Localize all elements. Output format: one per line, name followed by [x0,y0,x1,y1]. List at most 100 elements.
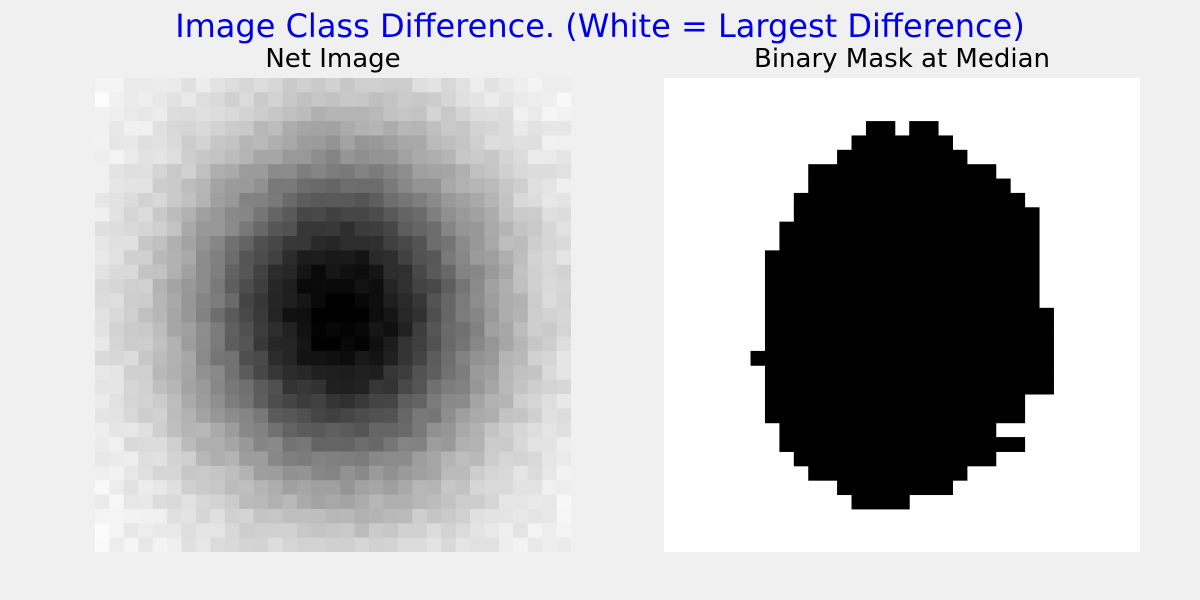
net-image-pixel [426,236,442,251]
net-image-pixel [354,350,370,366]
net-image-pixel [340,178,356,194]
net-image-pixel [138,264,154,280]
net-image-pixel [340,537,356,552]
net-image-pixel [397,92,413,108]
net-image-pixel [167,523,183,539]
net-image-pixel [152,494,168,510]
net-image-pixel [441,365,457,381]
net-image-pixel [527,394,543,409]
net-image-pixel [542,264,558,280]
net-image-pixel [210,307,226,323]
net-image-pixel [354,494,370,510]
net-image-pixel [369,164,385,180]
net-image-pixel [239,149,255,165]
net-image-pixel [224,221,240,237]
net-image-pixel [470,494,486,510]
net-image-pixel [109,264,125,280]
net-image-pixel [340,121,356,137]
net-image-pixel [253,221,269,237]
net-image-pixel [282,408,298,424]
net-image-pixel [455,408,471,424]
net-image-pixel [383,192,399,208]
net-image-pixel [397,508,413,524]
net-image-pixel [527,92,543,108]
net-image-pixel [441,494,457,510]
net-image-pixel [470,78,486,93]
net-image-pixel [224,164,240,180]
net-image-pixel [354,394,370,409]
net-image-pixel [167,221,183,237]
net-image-pixel [253,178,269,194]
net-image-pixel [397,279,413,295]
net-image-pixel [397,494,413,510]
net-image-pixel [556,106,571,122]
net-image-pixel [369,121,385,137]
net-image-pixel [484,121,500,137]
net-image-pixel [210,164,226,180]
net-image-pixel [325,250,341,266]
net-image-pixel [340,106,356,122]
net-image-pixel [167,78,183,93]
net-image-pixel [513,164,529,180]
net-image-pixel [397,207,413,223]
net-image-pixel [210,221,226,237]
net-image-pixel [470,135,486,151]
net-image-pixel [354,408,370,424]
net-image-pixel [426,307,442,323]
net-image-pixel [224,92,240,108]
net-image-pixel [354,451,370,467]
net-image-pixel [253,192,269,208]
net-image-pixel [282,92,298,108]
net-image-pixel [484,508,500,524]
net-image-pixel [542,451,558,467]
net-image-pixel [340,480,356,496]
net-image-pixel [109,92,125,108]
net-image-pixel [296,279,312,295]
net-image-pixel [397,365,413,381]
net-image-pixel [138,379,154,395]
net-image-pixel [253,422,269,438]
net-image-pixel [325,78,341,93]
net-image-pixel [95,279,111,295]
net-image-pixel [484,221,500,237]
net-image-pixel [498,336,514,352]
net-image-pixel [296,293,312,309]
net-image-pixel [109,192,125,208]
net-image-pixel [412,164,428,180]
net-image-pixel [397,379,413,395]
net-image-pixel [224,408,240,424]
net-image-pixel [253,394,269,409]
net-image-pixel [152,394,168,409]
net-image-pixel [181,336,197,352]
net-image-pixel [123,494,139,510]
net-image-pixel [369,106,385,122]
net-image-pixel [354,279,370,295]
net-image-pixel [542,207,558,223]
net-image-pixel [123,149,139,165]
net-image-pixel [282,508,298,524]
binary-mask-title: Binary Mask at Median [753,44,1050,74]
net-image-pixel [354,78,370,93]
net-image-pixel [109,451,125,467]
net-image-pixel [95,350,111,366]
net-image-pixel [325,350,341,366]
net-image-pixel [527,437,543,453]
net-image-pixel [556,465,571,481]
net-image-pixel [426,164,442,180]
mask-black-run [764,365,1054,381]
net-image-pixel [224,365,240,381]
net-image-pixel [513,322,529,338]
net-image-pixel [397,250,413,266]
net-image-pixel [513,537,529,552]
net-image-pixel [167,207,183,223]
mask-black-run [764,250,1040,266]
net-image-pixel [152,350,168,366]
net-image-pixel [181,264,197,280]
net-image-pixel [296,135,312,151]
net-image-pixel [556,293,571,309]
net-image-pixel [397,451,413,467]
net-image-pixel [282,207,298,223]
net-image-pixel [455,236,471,251]
net-image-pixel [397,307,413,323]
net-image-pixel [441,192,457,208]
